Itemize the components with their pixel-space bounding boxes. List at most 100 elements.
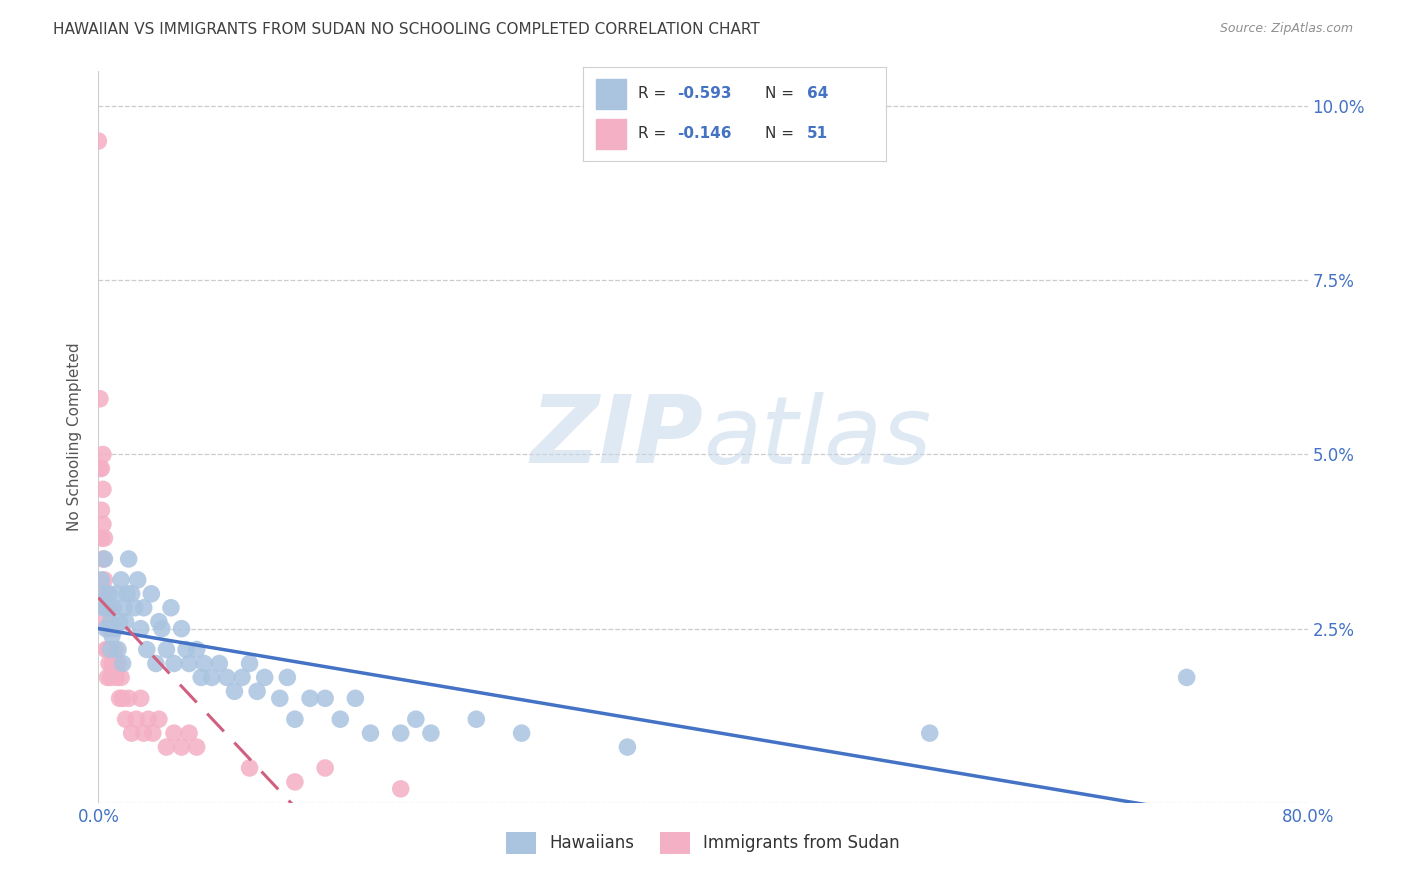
Point [100,600,122,615]
Text: R =: R = [638,126,671,141]
Point [94,587,117,601]
Point [118,552,141,566]
Point [284,775,307,789]
Point [110,670,132,684]
Text: HAWAIIAN VS IMMIGRANTS FROM SUDAN NO SCHOOLING COMPLETED CORRELATION CHART: HAWAIIAN VS IMMIGRANTS FROM SUDAN NO SCH… [53,22,761,37]
Point [314,691,336,706]
Point [129,691,152,706]
Point [101,657,124,671]
Point [201,670,224,684]
Point [98,622,121,636]
Point [155,740,177,755]
Bar [596,120,626,149]
Point [105,587,128,601]
Point [160,600,183,615]
Point [100,642,122,657]
Point [94,615,117,629]
Point [135,642,157,657]
Point [91,600,114,615]
Point [1175,670,1198,684]
Text: atlas: atlas [703,392,931,483]
Point [100,615,122,629]
Point [170,622,193,636]
Point [114,615,136,629]
Point [93,600,115,615]
Point [190,670,212,684]
Point [186,740,208,755]
Point [89,461,111,475]
Point [360,726,382,740]
Text: N =: N = [765,86,799,101]
Point [110,573,132,587]
Text: 64: 64 [807,86,828,101]
Point [918,726,941,740]
Text: -0.593: -0.593 [678,86,731,101]
Point [420,726,443,740]
Point [136,712,159,726]
Point [170,740,193,755]
Point [112,600,135,615]
Point [107,642,129,657]
Point [103,600,125,615]
Point [98,587,121,601]
Point [179,657,201,671]
Point [127,573,149,587]
Point [145,657,167,671]
Point [91,448,114,462]
Point [91,483,114,497]
Point [253,670,276,684]
Point [96,600,118,615]
Point [108,615,131,629]
Point [246,684,269,698]
Point [465,712,488,726]
Point [114,712,136,726]
Text: -0.146: -0.146 [678,126,731,141]
Point [132,726,155,740]
Point [107,657,129,671]
Point [96,600,118,615]
Point [94,622,117,636]
Point [89,392,111,406]
Point [163,657,186,671]
Point [121,726,143,740]
Point [94,587,117,601]
Point [90,531,112,545]
Point [344,691,367,706]
Point [98,657,121,671]
Point [103,622,125,636]
Point [269,691,291,706]
Point [93,573,115,587]
Point [108,691,131,706]
Text: R =: R = [638,86,671,101]
Point [103,657,125,671]
Point [104,642,127,657]
Point [148,712,170,726]
Point [101,629,124,643]
Point [118,691,141,706]
Point [179,726,201,740]
Point [299,691,322,706]
Bar [596,79,626,109]
Point [314,761,336,775]
Point [616,740,638,755]
Point [121,587,143,601]
Point [193,657,215,671]
Text: ZIP: ZIP [530,391,703,483]
Point [148,615,170,629]
Point [208,657,231,671]
Point [239,657,262,671]
Point [100,670,122,684]
Point [91,517,114,532]
Point [231,670,253,684]
Point [90,503,112,517]
Point [129,622,152,636]
Point [510,726,533,740]
Point [329,712,352,726]
Point [163,726,186,740]
Point [132,600,155,615]
Point [389,781,412,796]
Text: N =: N = [765,126,799,141]
Point [105,670,128,684]
Point [405,712,427,726]
Point [389,726,412,740]
